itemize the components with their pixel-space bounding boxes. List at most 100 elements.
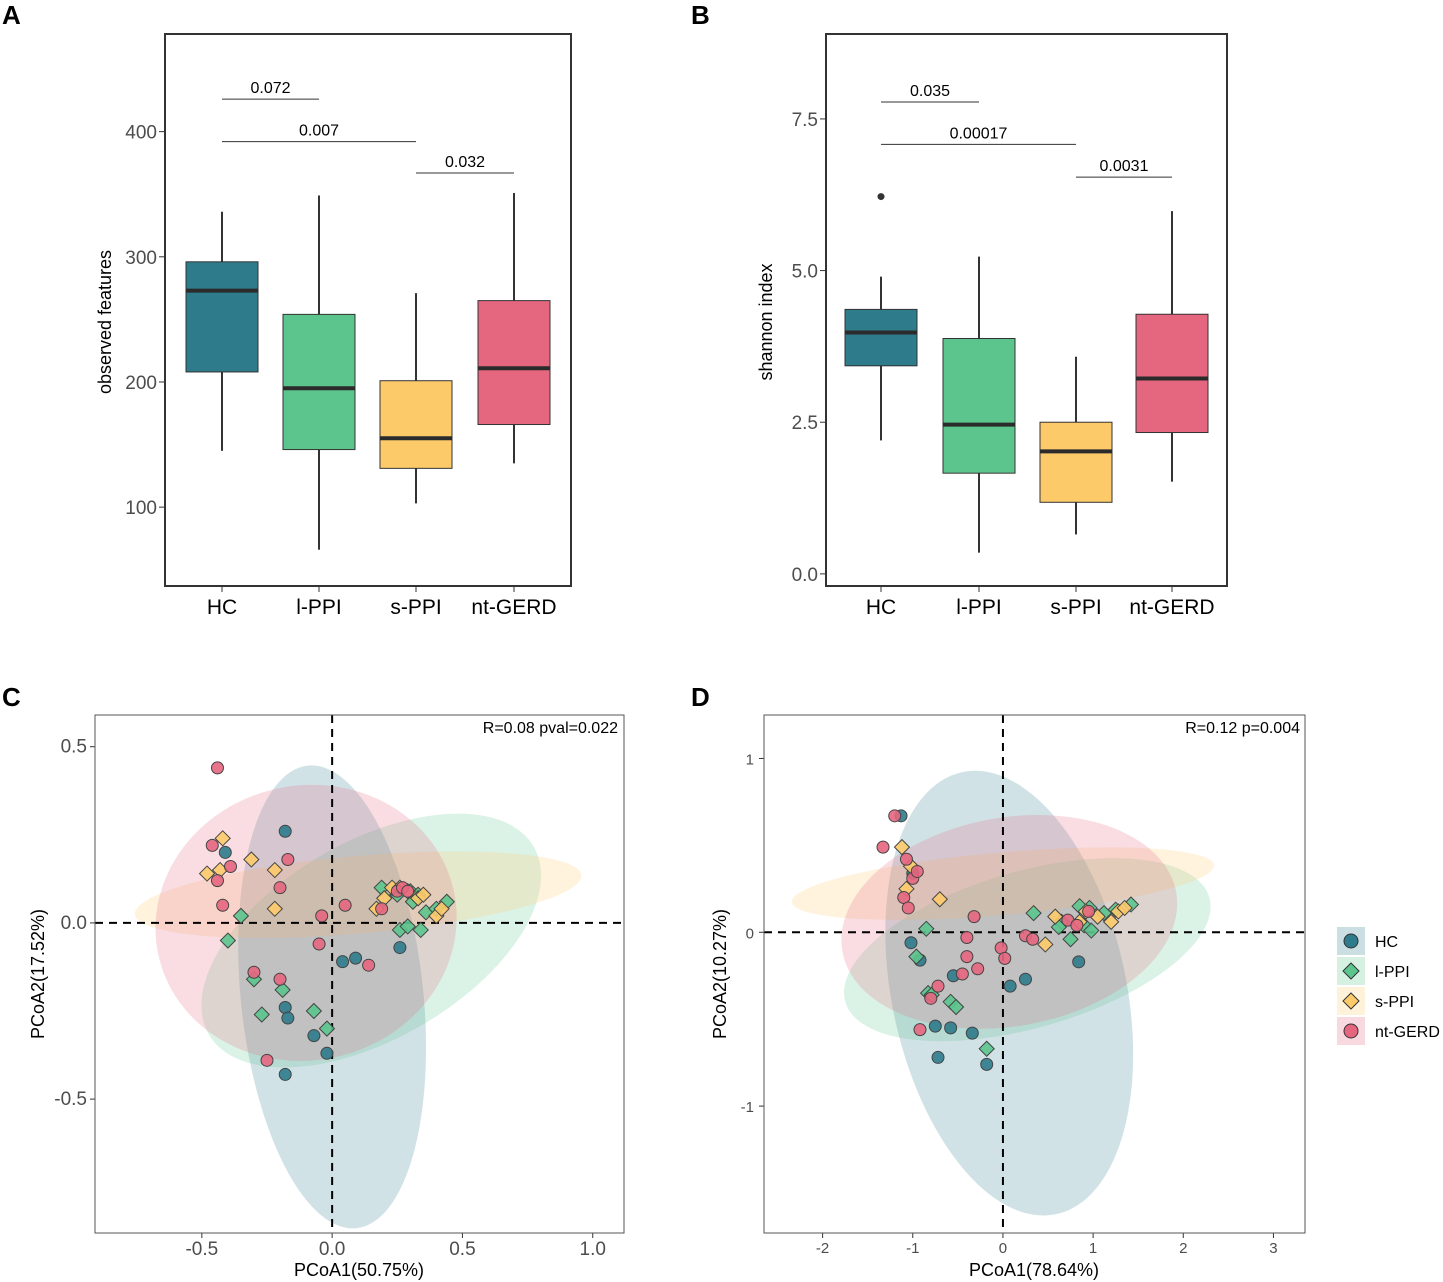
- point-hc: [1003, 979, 1017, 993]
- p-value-label: 0.00017: [950, 125, 1008, 142]
- panel-a-boxplot: 100 200 300 400 0.072 0.007 0.032 observed fea…: [95, 33, 572, 619]
- point-nt-gerd: [1082, 904, 1096, 918]
- panel-letter-d: D: [691, 682, 710, 712]
- y-tick-label: 0: [746, 925, 754, 942]
- point-s-ppi: [931, 891, 949, 908]
- point-nt-gerd: [960, 930, 974, 944]
- point-nt-gerd: [910, 864, 924, 878]
- point-l-ppi: [412, 921, 429, 939]
- panel-d-x-axis-title: PCoA1(78.64%): [969, 1260, 1099, 1280]
- legend-item-l-ppi: l-PPI: [1337, 957, 1410, 985]
- p-value-label: 0.032: [445, 154, 485, 171]
- box-l-ppi: [942, 338, 1016, 474]
- point-nt-gerd: [955, 967, 969, 981]
- point-nt-gerd: [901, 901, 915, 915]
- point-l-ppi: [1083, 922, 1100, 939]
- point-hc: [1018, 972, 1032, 986]
- legend-label-l-ppi: l-PPI: [1375, 964, 1410, 981]
- legend-item-nt-gerd: nt-GERD: [1337, 1017, 1440, 1045]
- x-tick-label: 1: [1089, 1240, 1097, 1257]
- box-nt-gerd: [477, 300, 551, 426]
- plot-area: [764, 715, 1305, 1233]
- point-nt-gerd: [876, 840, 890, 854]
- point-hc: [278, 1000, 292, 1014]
- x-tick-label: l-PPI: [956, 596, 1002, 619]
- point-hc: [281, 1011, 295, 1025]
- point-s-ppi: [214, 830, 231, 847]
- x-tick-label: nt-GERD: [1129, 596, 1214, 619]
- y-tick-label: 2.5: [792, 413, 818, 434]
- point-nt-gerd: [924, 991, 938, 1005]
- point-hc: [393, 941, 407, 955]
- point-nt-gerd: [960, 950, 974, 964]
- point-nt-gerd: [273, 972, 287, 986]
- x-tick-label: nt-GERD: [471, 596, 556, 619]
- point-l-ppi: [908, 948, 925, 965]
- x-tick-label: 0.5: [449, 1239, 475, 1260]
- point-nt-gerd: [888, 809, 902, 823]
- point-nt-gerd: [273, 881, 287, 895]
- x-tick-label: -2: [816, 1240, 829, 1257]
- point-s-ppi: [1047, 908, 1064, 925]
- point-hc: [349, 951, 363, 965]
- point-nt-gerd: [362, 958, 376, 972]
- y-tick-label: -1: [741, 1099, 754, 1116]
- point-l-ppi: [232, 907, 250, 925]
- y-tick-label: 0.0: [792, 565, 818, 586]
- point-nt-gerd: [315, 909, 329, 923]
- ellipse-nt-gerd: [841, 815, 1178, 1029]
- point-nt-gerd: [247, 965, 261, 979]
- legend: HC l-PPI s-PPI nt-GERD: [1337, 927, 1440, 1045]
- point-l-ppi: [978, 1040, 995, 1057]
- point-nt-gerd: [998, 951, 1012, 965]
- point-nt-gerd: [971, 962, 985, 976]
- legend-marker-s-ppi: [1342, 992, 1360, 1010]
- point-nt-gerd: [216, 898, 230, 912]
- x-tick-label: s-PPI: [1050, 596, 1101, 619]
- y-tick-label: 400: [125, 123, 157, 144]
- panel-letter-c: C: [2, 682, 21, 712]
- x-tick-label: s-PPI: [390, 596, 441, 619]
- panel-d-statistic-annotation: R=0.12 p=0.004: [1185, 720, 1300, 737]
- point-nt-gerd: [338, 898, 352, 912]
- point-nt-gerd: [260, 1053, 274, 1067]
- legend-label-s-ppi: s-PPI: [1375, 994, 1414, 1011]
- point-hc: [320, 1046, 334, 1060]
- legend-item-hc: HC: [1337, 927, 1398, 955]
- legend-label-hc: HC: [1375, 934, 1398, 951]
- y-tick-label: 0.0: [61, 913, 87, 934]
- point-nt-gerd: [967, 910, 981, 924]
- box-s-ppi: [379, 380, 453, 469]
- point-hc: [944, 1021, 958, 1035]
- x-tick-label: HC: [207, 596, 237, 619]
- point-l-ppi: [947, 998, 965, 1016]
- ellipse-hc: [885, 770, 1134, 1216]
- point-nt-gerd: [401, 884, 415, 898]
- p-value-label: 0.007: [299, 123, 339, 140]
- panel-c-statistic-annotation: R=0.08 pval=0.022: [483, 720, 618, 737]
- legend-marker-l-ppi: [1342, 962, 1360, 980]
- x-tick-label: 0.0: [319, 1239, 345, 1260]
- box-s-ppi: [1039, 421, 1113, 503]
- box-l-ppi: [282, 313, 356, 451]
- point-l-ppi: [219, 932, 237, 949]
- box-hc: [185, 261, 259, 373]
- point-nt-gerd: [1026, 932, 1040, 946]
- point-l-ppi: [399, 918, 416, 935]
- y-tick-label: 100: [125, 498, 157, 519]
- legend-marker-nt-gerd: [1343, 1023, 1359, 1039]
- y-tick-label: 300: [125, 248, 157, 269]
- panel-b-y-axis-title: shannon index: [756, 263, 776, 380]
- point-nt-gerd: [210, 874, 224, 888]
- point-l-ppi: [253, 1006, 270, 1023]
- p-value-label: 0.035: [910, 83, 950, 100]
- box-nt-gerd: [1135, 313, 1209, 434]
- point-nt-gerd: [312, 937, 326, 951]
- point-hc: [980, 1057, 994, 1071]
- panel-c-y-axis-title: PCoA2(17.52%): [28, 909, 48, 1039]
- point-hc: [307, 1029, 321, 1043]
- point-s-ppi: [433, 900, 450, 918]
- point-hc: [336, 955, 350, 969]
- point-nt-gerd: [210, 761, 224, 775]
- p-value-label: 0.0031: [1100, 158, 1149, 175]
